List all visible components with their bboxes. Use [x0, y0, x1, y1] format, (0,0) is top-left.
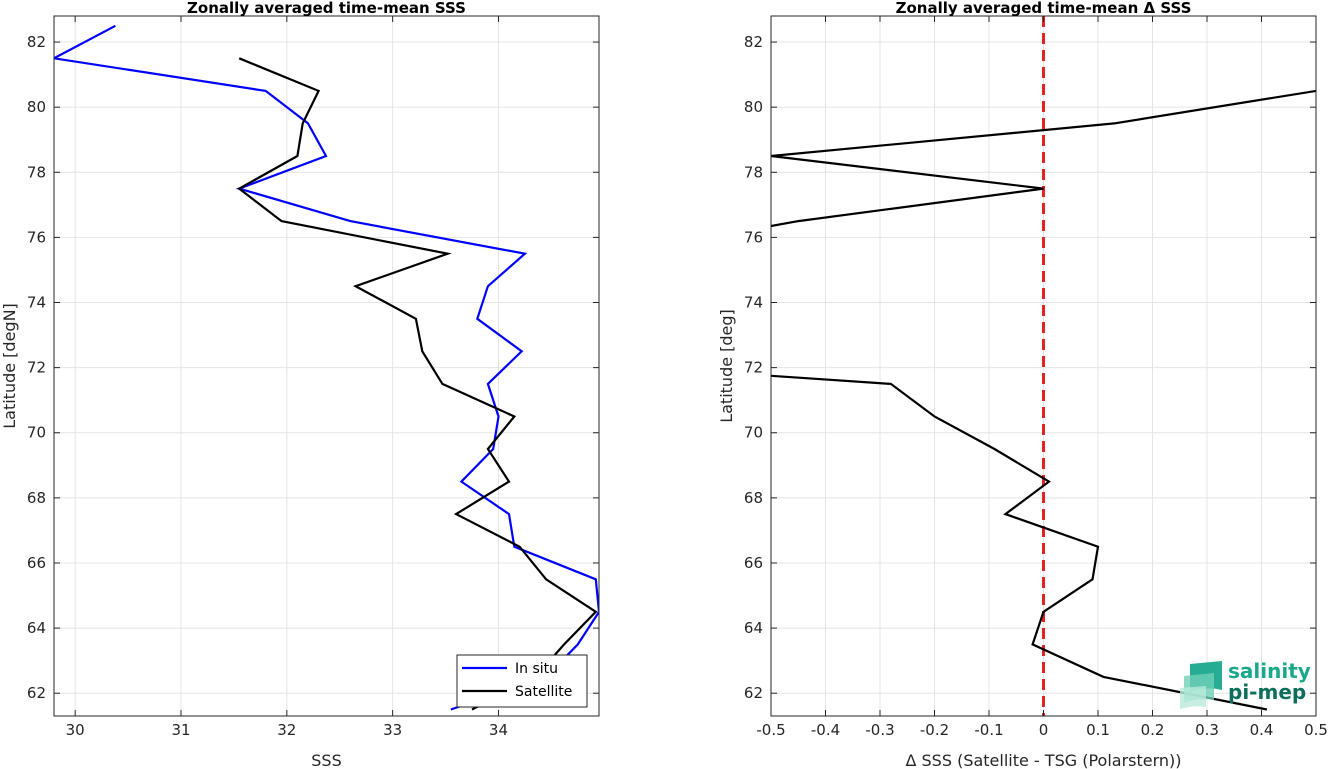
y-tick-label: 62 — [27, 684, 46, 702]
x-tick-label: 0.3 — [1195, 721, 1219, 739]
x-tick-label: 32 — [277, 721, 296, 739]
axes-frame — [53, 15, 600, 717]
x-tick-label: -0.1 — [974, 721, 1003, 739]
y-axis-label: Latitude [deg] — [717, 309, 736, 423]
delta-sss-line — [771, 89, 1316, 228]
right-panel: -0.5 -0.4 -0.3 -0.2 -0.1 0 0.1 0.2 0.3 0.4 0.5 62 64… — [717, 0, 1328, 769]
y-tick-label: 80 — [27, 98, 46, 116]
logo-text-pimep: pi-mep — [1228, 680, 1306, 704]
y-tick-label: 82 — [744, 33, 763, 51]
x-tick-label: 0 — [1039, 721, 1049, 739]
y-tick-label: 76 — [27, 228, 46, 246]
x-tick-label: -0.4 — [811, 721, 840, 739]
legend-label: Satellite — [515, 684, 572, 700]
y-tick-label: 62 — [744, 684, 763, 702]
y-tick-label: 80 — [744, 98, 763, 116]
x-tick-label: 31 — [171, 721, 190, 739]
x-tick-label: 0.2 — [1141, 721, 1165, 739]
y-tick-label: 70 — [744, 424, 763, 442]
legend: In situ Satellite — [456, 654, 588, 708]
chart-title: Zonally averaged time-mean Δ SSS — [896, 0, 1192, 17]
y-tick-label: 74 — [27, 294, 46, 312]
y-axis-label: Latitude [degN] — [0, 303, 19, 429]
delta-sss-line — [771, 374, 1268, 711]
y-tick-label: 82 — [27, 33, 46, 51]
logo-emblem — [1180, 686, 1206, 709]
x-tick-label: -0.3 — [865, 721, 894, 739]
y-tick-label: 74 — [744, 294, 763, 312]
legend-box — [456, 654, 588, 708]
y-tick-label: 70 — [27, 424, 46, 442]
x-axis-label: SSS — [311, 751, 341, 769]
chart-title: Zonally averaged time-mean SSS — [187, 0, 466, 17]
x-tick-label: 30 — [66, 721, 85, 739]
x-tick-label: 33 — [383, 721, 402, 739]
y-tick-label: 68 — [744, 489, 763, 507]
y-tick-label: 72 — [27, 359, 46, 377]
y-tick-label: 68 — [27, 489, 46, 507]
y-tick-label: 66 — [744, 554, 763, 572]
x-axis-label: Δ SSS (Satellite - TSG (Polarstern)) — [905, 751, 1181, 769]
y-tick-label: 66 — [27, 554, 46, 572]
left-panel: 30 31 32 33 34 62 64 66 68 70 72 74 76 78 80 82 Zonally … — [0, 0, 600, 769]
y-tick-label: 64 — [744, 619, 763, 637]
x-tick-label: 0.1 — [1086, 721, 1110, 739]
x-tick-label: -0.5 — [756, 721, 785, 739]
logo-text-salinity: salinity — [1228, 659, 1311, 683]
y-tick-label: 72 — [744, 359, 763, 377]
x-tick-label: 34 — [489, 721, 508, 739]
y-tick-label: 64 — [27, 619, 46, 637]
in-situ-line — [54, 24, 599, 711]
y-tick-label: 76 — [744, 228, 763, 246]
y-tick-label: 78 — [744, 163, 763, 181]
x-tick-label: -0.2 — [920, 721, 949, 739]
x-tick-label: 0.4 — [1250, 721, 1274, 739]
y-tick-label: 78 — [27, 163, 46, 181]
x-tick-label: 0.5 — [1304, 721, 1328, 739]
satellite-line — [237, 57, 598, 711]
legend-label: In situ — [515, 661, 558, 677]
